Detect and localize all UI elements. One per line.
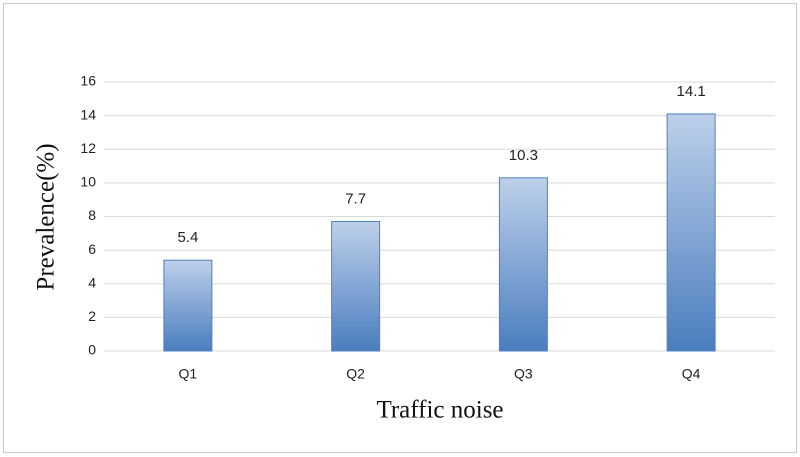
y-tick-label: 12 — [80, 140, 96, 156]
y-axis-title: Prevalence(%) — [33, 143, 60, 290]
chart-frame — [3, 3, 797, 453]
x-tick-label: Q1 — [179, 366, 198, 382]
y-tick-label: 2 — [88, 308, 96, 324]
x-tick-label: Q4 — [682, 366, 701, 382]
bar — [331, 221, 381, 352]
y-tick-label: 0 — [88, 342, 96, 358]
y-tick-label: 16 — [80, 73, 96, 89]
bar — [163, 259, 213, 352]
x-tick-label: Q2 — [346, 366, 365, 382]
y-tick-label: 14 — [80, 106, 96, 122]
data-label: 5.4 — [177, 229, 198, 246]
bar — [498, 177, 548, 352]
data-label: 14.1 — [677, 83, 706, 100]
x-axis-title: Traffic noise — [376, 397, 503, 424]
y-tick-label: 10 — [80, 174, 96, 190]
y-tick-label: 4 — [88, 274, 96, 290]
y-tick-label: 6 — [88, 241, 96, 257]
y-tick-label: 8 — [88, 207, 96, 223]
x-tick-label: Q3 — [514, 366, 533, 382]
data-label: 7.7 — [345, 191, 366, 208]
data-label: 10.3 — [509, 147, 538, 164]
bar — [666, 113, 716, 352]
